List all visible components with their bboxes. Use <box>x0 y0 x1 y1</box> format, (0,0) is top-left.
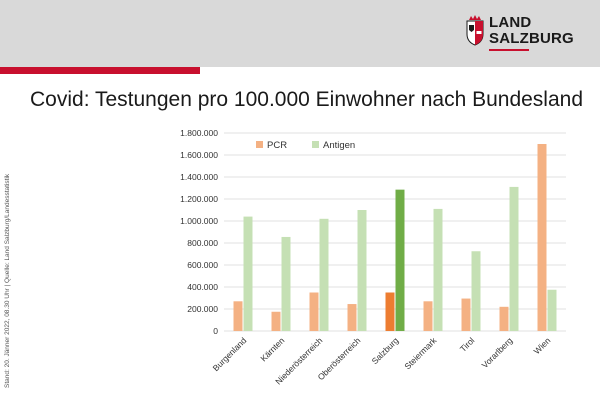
bar-antigen-4 <box>395 189 405 331</box>
bar-antigen-1 <box>281 236 291 331</box>
bar-antigen-6 <box>471 251 481 331</box>
legend-swatch-pcr <box>256 141 263 148</box>
bar-antigen-0 <box>243 216 253 331</box>
legend-label-pcr: PCR <box>267 140 287 151</box>
land-salzburg-logo: LAND SALZBURG <box>466 14 586 54</box>
bar-pcr-8 <box>537 144 547 331</box>
y-tick-label: 600.000 <box>187 260 218 270</box>
y-tick-label: 1.400.000 <box>180 172 218 182</box>
bar-pcr-4 <box>385 292 395 331</box>
brand-underline <box>489 49 529 51</box>
legend-swatch-antigen <box>312 141 319 148</box>
bar-antigen-8 <box>547 289 557 331</box>
brand-line-2: SALZBURG <box>489 30 574 47</box>
x-tick-label: Wien <box>532 335 553 356</box>
y-tick-label: 1.200.000 <box>180 194 218 204</box>
accent-bar <box>0 67 200 74</box>
bar-pcr-1 <box>271 311 281 331</box>
x-tick-label: Kärnten <box>258 335 286 363</box>
bar-pcr-2 <box>309 292 319 331</box>
bar-antigen-2 <box>319 218 329 331</box>
bar-pcr-5 <box>423 301 433 331</box>
x-tick-label: Burgenland <box>211 335 249 373</box>
bar-antigen-5 <box>433 208 443 331</box>
x-tick-label: Steiermark <box>402 335 439 372</box>
bar-antigen-3 <box>357 210 367 331</box>
x-tick-label: Tirol <box>458 335 477 354</box>
y-tick-label: 800.000 <box>187 238 218 248</box>
x-tick-label: Vorarlberg <box>480 335 515 370</box>
bar-pcr-3 <box>347 304 357 331</box>
y-tick-label: 1.800.000 <box>180 128 218 138</box>
brand-line-1: LAND <box>489 14 532 31</box>
y-tick-label: 0 <box>213 326 218 336</box>
bar-antigen-7 <box>509 186 519 331</box>
bar-pcr-7 <box>499 306 509 331</box>
header-band <box>0 0 600 67</box>
y-tick-label: 1.000.000 <box>180 216 218 226</box>
bar-pcr-0 <box>233 301 243 331</box>
bar-pcr-6 <box>461 298 471 331</box>
y-tick-label: 200.000 <box>187 304 218 314</box>
y-tick-label: 400.000 <box>187 282 218 292</box>
y-tick-label: 1.600.000 <box>180 150 218 160</box>
page-title: Covid: Testungen pro 100.000 Einwohner n… <box>30 88 584 111</box>
crest-icon <box>466 15 484 46</box>
legend-label-antigen: Antigen <box>323 140 355 151</box>
x-tick-label: Salzburg <box>370 335 401 366</box>
